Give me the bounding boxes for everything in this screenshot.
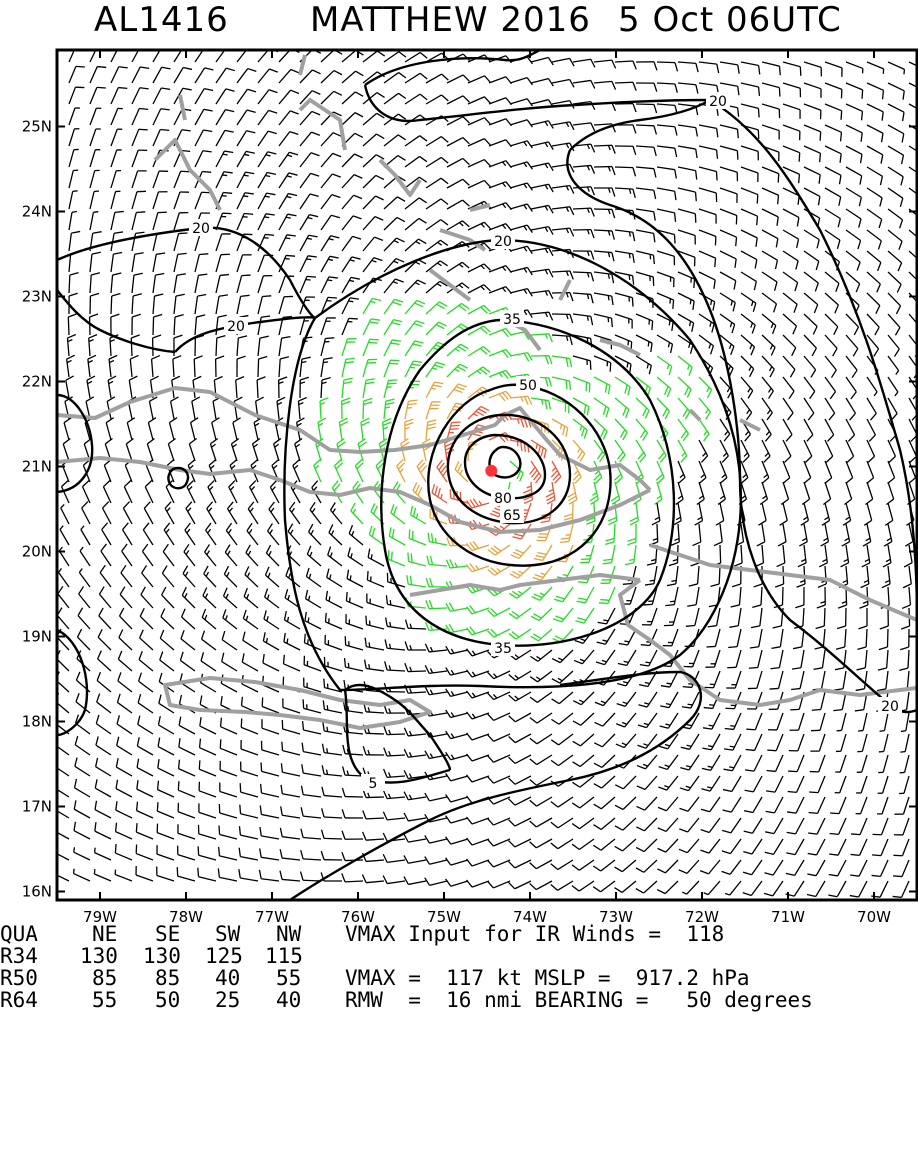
contour-label: 20 [494,234,512,250]
r34-sw: 125 [205,946,243,967]
r34-nw: 115 [265,946,303,967]
header-sw: SW [215,924,240,945]
contour-label: 65 [503,508,521,524]
lon-tick-label: 71W [771,908,805,924]
contour-label: 5 [369,776,378,792]
contour-label: 35 [494,641,512,657]
lat-tick-label: 24N [22,203,52,221]
r64-sw: 25 [215,990,240,1011]
contour-label: 80 [494,491,512,507]
lat-tick-label: 20N [22,543,52,561]
lat-tick-label: 22N [22,373,52,391]
header-qua: QUA [0,924,38,945]
contour-label: 50 [519,378,537,394]
lat-tick-label: 18N [22,713,52,731]
r64-row: R64 55 50 25 40 RMW = 16 nmi BEARING = 5… [0,990,51,1012]
r50-se: 85 [155,968,180,989]
r34-ne: 130 [80,946,118,967]
lat-tick-label: 17N [22,798,52,816]
vmax-mslp-text: VMAX = 117 kt MSLP = 917.2 hPa [345,968,750,989]
lat-tick-label: 23N [22,288,52,306]
header-nw: NW [276,924,301,945]
lat-tick-label: 19N [22,628,52,646]
header-ne: NE [92,924,117,945]
r64-nw: 40 [276,990,301,1011]
lat-tick-label: 21N [22,458,52,476]
storm-center-marker [485,465,497,477]
r34-label: R34 [0,946,38,967]
vmax-input-text: VMAX Input for IR Winds = 118 [345,924,724,945]
contour-label: 35 [503,312,521,328]
r64-se: 50 [155,990,180,1011]
lat-tick-label: 25N [22,118,52,136]
r34-row: R34 130 130 125 115 [0,946,51,968]
r50-row: R50 85 85 40 55 VMAX = 117 kt MSLP = 917… [0,968,51,990]
lat-tick-label: 16N [22,883,52,901]
header-se: SE [155,924,180,945]
r50-label: R50 [0,968,38,989]
r64-label: R64 [0,990,38,1011]
lon-tick-label: 70W [857,908,891,924]
rmw-bearing-text: RMW = 16 nmi BEARING = 50 degrees [345,990,813,1011]
r34-se: 130 [143,946,181,967]
contour-label: 20 [227,319,245,335]
r50-sw: 40 [215,968,240,989]
r50-nw: 55 [276,968,301,989]
r50-ne: 85 [92,968,117,989]
contour-label: 20 [709,94,727,110]
storm-info-panel: QUA NE SE SW NW VMAX Input for IR Winds … [0,924,918,1014]
contour-label: 20 [192,221,210,237]
r64-ne: 55 [92,990,117,1011]
contour-label: 20 [881,699,899,715]
quadrant-header-row: QUA NE SE SW NW VMAX Input for IR Winds … [0,924,51,946]
